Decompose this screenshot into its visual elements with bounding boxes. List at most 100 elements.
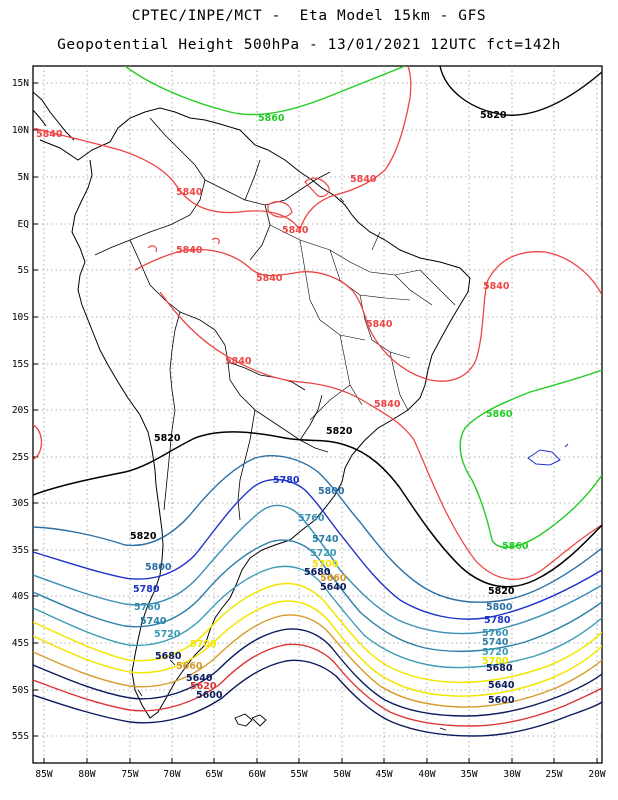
contour-5620 — [33, 643, 602, 727]
contour-label: 5820 — [480, 110, 507, 121]
lon-label: 80W — [78, 769, 95, 780]
contour-5660 — [33, 614, 602, 708]
lon-label: 45W — [375, 769, 392, 780]
contour-label: 5620 — [190, 681, 217, 692]
contour-label: 5660 — [320, 573, 347, 584]
contour-label: 5740 — [140, 616, 167, 627]
contour-5840-loops — [147, 177, 330, 253]
lat-label: 45S — [12, 638, 29, 649]
contour-label: 5740 — [312, 534, 339, 545]
contour-label: 5820 — [488, 586, 515, 597]
contour-5840-north — [33, 66, 412, 232]
contour-label: 5840 — [176, 187, 203, 198]
chart-title-line1: CPTEC/INPE/MCT - Eta Model 15km - GFS — [131, 8, 487, 24]
small-islands — [137, 197, 447, 731]
contour-label: 5700 — [190, 639, 217, 650]
lon-label: 35W — [460, 769, 477, 780]
contour-5860-southeast — [459, 369, 602, 548]
contour-label: 5600 — [196, 690, 223, 701]
contour-5840-central — [159, 291, 602, 580]
lat-label: 50S — [12, 685, 29, 696]
lon-label: 50W — [333, 769, 350, 780]
contour-5840-amazon — [134, 248, 602, 382]
lon-label: 65W — [205, 769, 222, 780]
lat-label: 35S — [12, 545, 29, 556]
falkland-islands — [234, 713, 267, 727]
contour-label: 5840 — [366, 319, 393, 330]
coastline — [39, 107, 471, 719]
contour-label: 5840 — [256, 273, 283, 284]
lon-label: 30W — [503, 769, 520, 780]
contour-label: 5860 — [258, 113, 285, 124]
contour-label: 5800 — [486, 602, 513, 613]
contour-5700 — [33, 582, 602, 684]
lon-label: 85W — [35, 769, 52, 780]
lat-label: 55S — [12, 731, 29, 742]
contour-label: 5660 — [176, 661, 203, 672]
lat-label: 5N — [18, 172, 30, 183]
lon-label: 75W — [121, 769, 138, 780]
contour-label: 5840 — [36, 129, 63, 140]
axis-ticks — [33, 82, 598, 763]
contour-label: 5780 — [484, 615, 511, 626]
contour-label: 5860 — [486, 409, 513, 420]
lat-label: 10N — [12, 125, 29, 136]
contour-label: 5720 — [310, 548, 337, 559]
lon-label: 40W — [418, 769, 435, 780]
contour-5760 — [33, 504, 602, 635]
contour-label: 5700 — [312, 559, 339, 570]
contour-label: 5640 — [488, 680, 515, 691]
contour-5840-west — [33, 424, 43, 461]
country-borders — [94, 117, 331, 521]
chart-title-line2: Geopotential Height 500hPa - 13/01/2021 … — [57, 37, 561, 53]
lat-label: EQ — [18, 219, 30, 230]
contour-label: 5780 — [133, 584, 160, 595]
contour-label: 5820 — [154, 433, 181, 444]
contour-label: 5800 — [145, 562, 172, 573]
island-patch — [527, 443, 569, 466]
lon-label: 60W — [248, 769, 265, 780]
contour-label: 5720 — [482, 647, 509, 658]
plot-frame — [32, 65, 603, 764]
longitude-labels: 85W 80W 75W 70W 65W 60W 55W 50W 45W 40W … — [35, 769, 605, 780]
lat-label: 10S — [12, 312, 29, 323]
contour-label: 5720 — [154, 629, 181, 640]
contour-5640 — [33, 628, 602, 717]
contour-label: 5840 — [282, 225, 309, 236]
contour-5720 — [33, 565, 602, 669]
contour-label: 5820 — [326, 426, 353, 437]
contour-label: 5760 — [298, 513, 325, 524]
contour-label: 5840 — [350, 174, 377, 185]
lon-label: 70W — [163, 769, 180, 780]
lat-label: 15S — [12, 359, 29, 370]
lat-label: 5S — [18, 265, 30, 276]
state-borders — [269, 224, 456, 421]
contour-5860-north — [124, 66, 406, 116]
contour-5600 — [33, 659, 602, 737]
lat-label: 40S — [12, 591, 29, 602]
lon-label: 25W — [545, 769, 562, 780]
lon-label: 20W — [588, 769, 605, 780]
contour-5740 — [33, 539, 602, 653]
contour-label: 5760 — [482, 628, 509, 639]
contour-label: 5840 — [176, 245, 203, 256]
central-america-coast — [33, 91, 75, 141]
contour-label: 5820 — [130, 531, 157, 542]
contour-label: 5860 — [502, 541, 529, 552]
contour-label: 5800 — [318, 486, 345, 497]
graticule — [33, 66, 602, 763]
contour-5780 — [33, 478, 602, 620]
contour-label: 5840 — [225, 356, 252, 367]
contour-label: 5600 — [488, 695, 515, 706]
lat-label: 15N — [12, 78, 29, 89]
contour-label: 5840 — [374, 399, 401, 410]
contour-label: 5680 — [155, 651, 182, 662]
latitude-labels: 15N 10N 5N EQ 5S 10S 15S 20S 25S 30S 35S… — [12, 78, 29, 742]
contour-5680 — [33, 600, 602, 697]
contour-label: 5680 — [304, 567, 331, 578]
lon-label: 55W — [290, 769, 307, 780]
contour-label: 5700 — [482, 656, 509, 667]
contour-5820-northeast — [439, 66, 602, 116]
lat-label: 30S — [12, 498, 29, 509]
